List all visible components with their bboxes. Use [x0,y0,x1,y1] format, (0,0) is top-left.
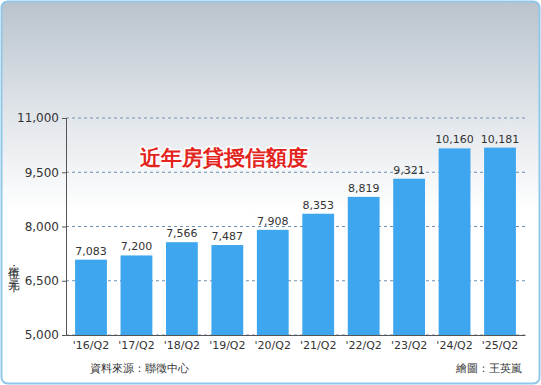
data-label: 7,083 [75,245,107,258]
y-tick-label: 6,500 [25,274,59,288]
x-tick-label: '23/Q2 [391,339,427,352]
data-label: 7,487 [212,230,244,243]
x-tick-label: '18/Q2 [164,339,200,352]
data-label: 8,819 [348,182,380,195]
y-tick-label: 9,500 [25,166,59,180]
y-tick-mark [62,281,66,282]
data-labels: 7,083 7,200 7,566 7,487 7,908 8,353 8,819 9,321… [75,133,519,258]
y-tick-mark [62,227,66,228]
source: 資料來源：聯徵中心 [90,362,189,375]
data-label: 10,181 [481,133,520,146]
credit: 繪圖：王英嵐 [455,362,522,375]
x-axis: '16/Q2 '17/Q2 '18/Q2 '19/Q2 '20/Q2 '21/Q2 '22/… [67,335,526,352]
bar [75,260,107,335]
x-tick: '16/Q2 [73,335,109,352]
bars [75,148,516,335]
grid [66,118,525,335]
y-tick-label: 11,000 [17,111,59,125]
y-axis: 5,000 6,500 8,000 9,500 11,000 [17,111,67,342]
y-tick: 11,000 [17,111,66,125]
y-tick: 9,500 [25,166,66,180]
data-label: 10,160 [435,133,474,146]
x-tick-label: '24/Q2 [436,339,472,352]
x-tick-label: '17/Q2 [118,339,154,352]
data-label: 7,908 [257,215,289,228]
x-tick-label: '16/Q2 [73,339,109,352]
y-tick: 6,500 [25,274,66,288]
data-label: 9,321 [393,164,425,177]
title: 近年房貸授信額度 [139,146,308,170]
x-tick: '19/Q2 [209,335,245,352]
bar [484,148,516,335]
x-tick: '24/Q2 [436,335,472,352]
x-tick: '21/Q2 [300,335,336,352]
bar [166,242,198,335]
y-tick-mark [62,172,66,173]
x-tick-label: '21/Q2 [300,339,336,352]
x-tick-label: '22/Q2 [345,339,381,352]
bar [393,179,425,335]
x-tick-label: '20/Q2 [255,339,291,352]
background [2,2,540,384]
bar [211,245,243,335]
bar [257,230,289,335]
bar [439,148,471,335]
y-axis-line [62,119,67,336]
data-label: 7,200 [121,240,153,253]
y-tick: 5,000 [25,328,66,342]
y-tick-mark [62,118,66,119]
y-tick-label: 5,000 [25,328,59,342]
data-label: 8,353 [302,199,334,212]
x-tick: '17/Q2 [118,335,154,352]
x-tick: '25/Q2 [482,335,518,352]
bar [348,197,380,335]
x-axis-line [67,335,526,336]
chart: 5,0006,5008,0009,50011,000'16/Q2'17/Q2'1… [0,0,541,385]
bar [121,255,153,335]
y-axis-title: 單位：千元 [7,258,21,293]
y-tick-label: 8,000 [25,220,59,234]
plot: 5,0006,5008,0009,50011,000'16/Q2'17/Q2'1… [17,111,526,351]
x-tick: '20/Q2 [255,335,291,352]
x-tick: '18/Q2 [164,335,200,352]
data-label: 7,566 [166,227,198,240]
x-tick-label: '19/Q2 [209,339,245,352]
bar [302,214,334,335]
x-tick-label: '25/Q2 [482,339,518,352]
y-tick: 8,000 [25,220,66,234]
y-tick-mark [62,335,66,336]
grid-line [66,118,525,119]
x-tick: '22/Q2 [345,335,381,352]
x-tick: '23/Q2 [391,335,427,352]
